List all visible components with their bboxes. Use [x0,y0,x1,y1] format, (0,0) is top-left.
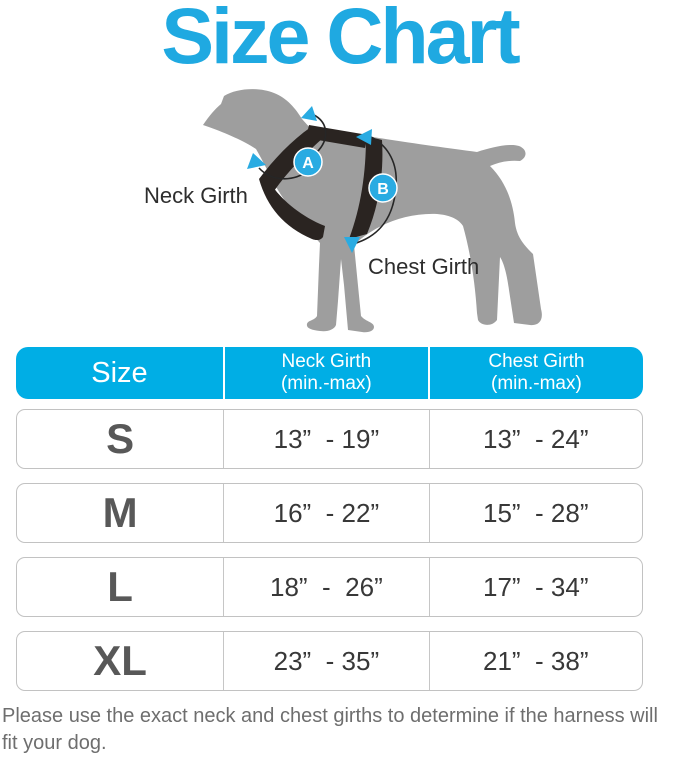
chest-range: 17” - 34” [483,571,589,602]
neck-range: 23” - 35” [223,632,430,690]
badge-b: B [368,173,398,203]
badge-b-label: B [377,181,389,198]
size-table-header: Size Neck Girth (min.-max) Chest Girth (… [16,347,643,399]
chest-range: 13” - 24” [483,423,589,454]
size-letter: L [107,563,133,610]
table-row-s: S 13” - 19” 13” - 24” [16,409,643,469]
header-chest-girth-title: Chest Girth [488,351,585,372]
chest-range: 21” - 38” [483,645,589,676]
size-letter: S [106,415,135,462]
neck-range: 13” - 19” [223,410,430,468]
fit-note-line1: Please use the exact neck and chest girt… [2,705,625,727]
badge-a-label: A [302,155,314,172]
size-letter: M [102,489,138,536]
chest-range: 15” - 28” [483,497,589,528]
badge-a: A [293,147,323,177]
size-letter: XL [93,637,147,684]
page-title: Size Chart [161,0,520,80]
fit-note: Please use the exact neck and chest girt… [2,703,678,757]
neck-range: 18” - 26” [223,558,430,616]
table-row-m: M 16” - 22” 15” - 28” [16,483,643,543]
header-neck-girth-sub: (min.-max) [280,373,372,394]
header-neck-girth-title: Neck Girth [281,351,372,372]
header-neck-girth: Neck Girth (min.-max) [222,347,430,399]
header-chest-girth: Chest Girth (min.-max) [430,347,643,399]
header-size: Size [91,356,148,389]
table-row-l: L 18” - 26” 17” - 34” [16,557,643,617]
neck-range: 16” - 22” [223,484,430,542]
harness-straps [259,125,383,241]
neck-girth-label: Neck Girth [144,183,248,208]
dog-harness-diagram: A B Neck Girth Chest Girth [144,89,542,333]
fit-note-line2: will fit your dog. [2,705,658,754]
size-table: Size Neck Girth (min.-max) Chest Girth (… [16,347,643,691]
chest-girth-label: Chest Girth [368,254,479,279]
table-row-xl: XL 23” - 35” 21” - 38” [16,631,643,691]
header-chest-girth-sub: (min.-max) [491,373,582,394]
measure-arrowheads [247,106,372,253]
